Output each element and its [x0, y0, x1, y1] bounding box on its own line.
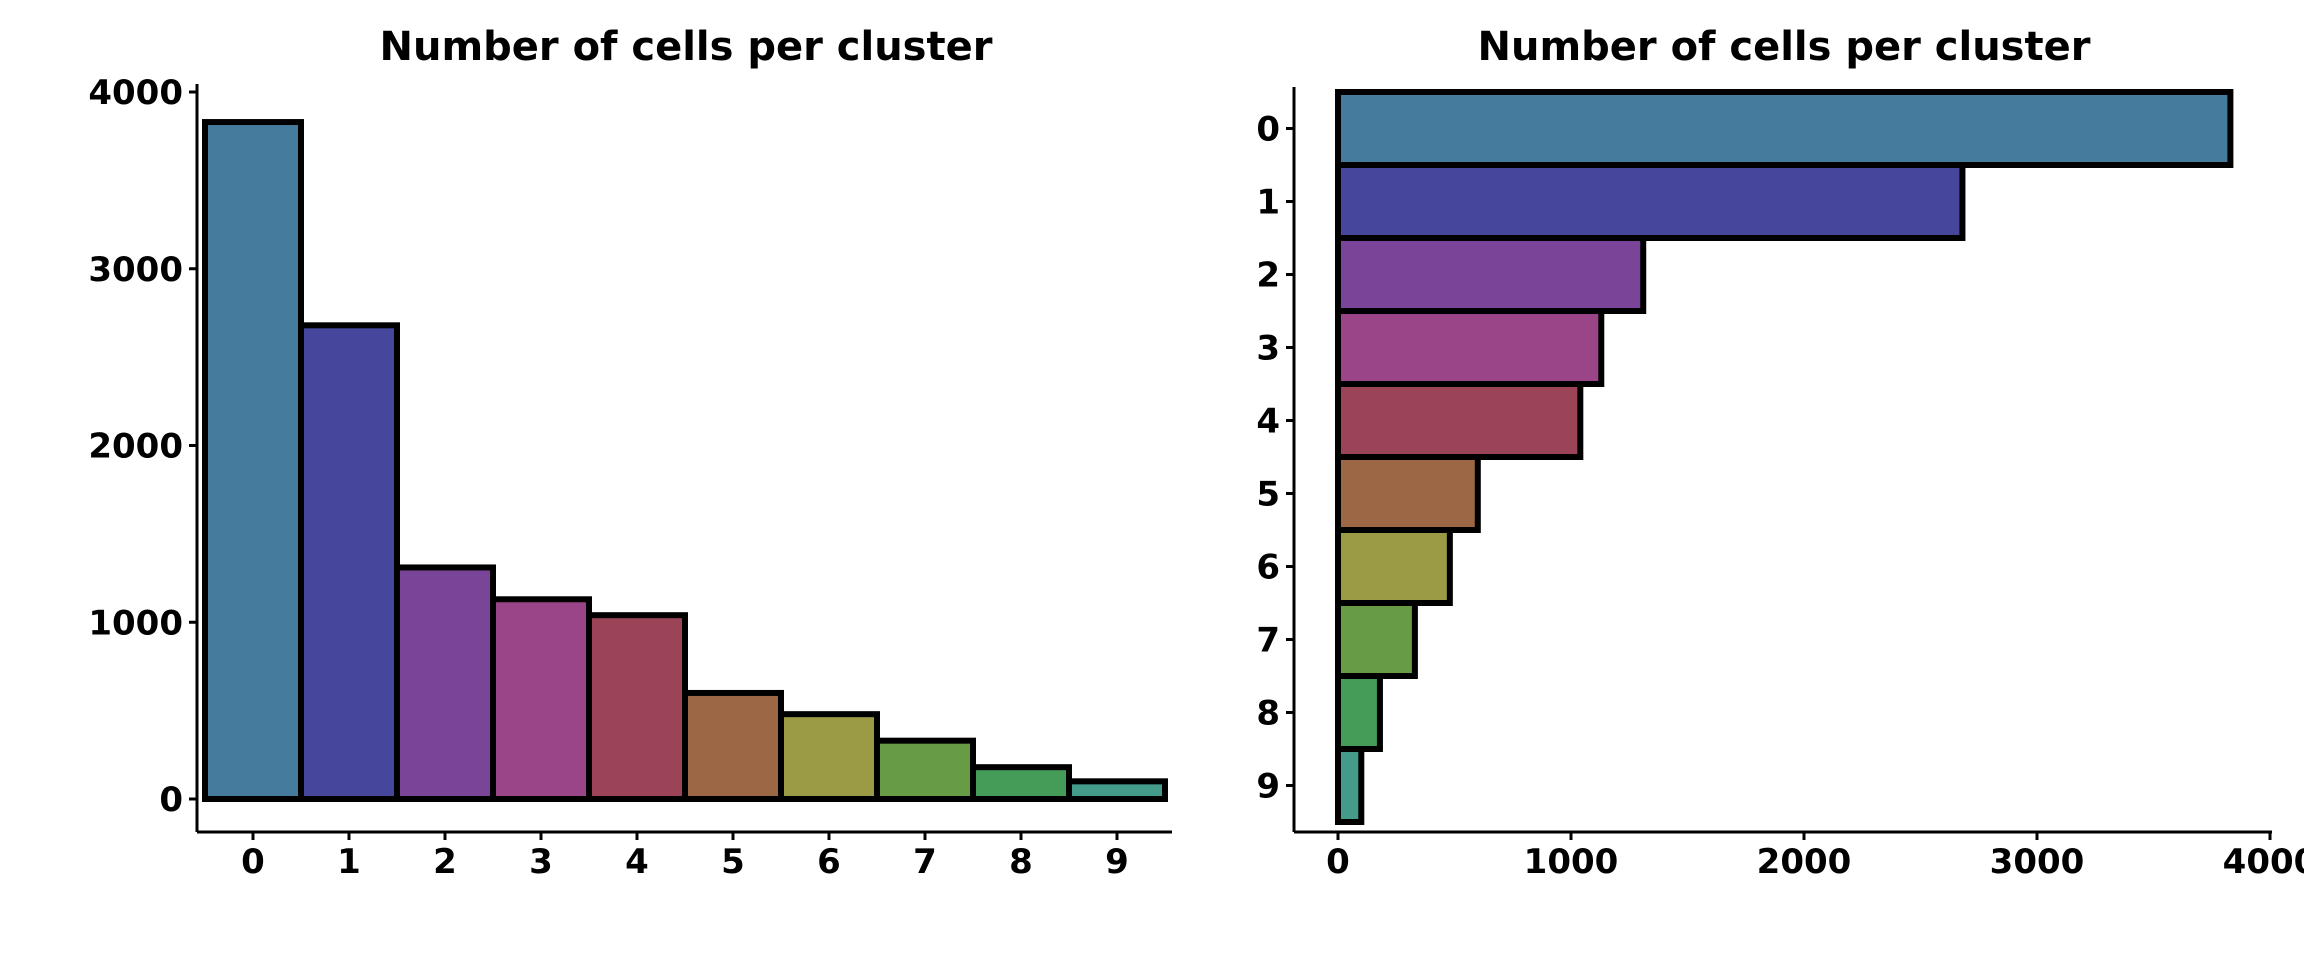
y-tick-label: 8 — [1256, 694, 1280, 734]
bar-cluster-1 — [1335, 162, 1966, 241]
x-tick-label: 9 — [1105, 842, 1129, 882]
y-tick-label: 2000 — [88, 427, 183, 467]
x-tick-labels: 0 1 2 3 4 5 6 7 8 9 — [241, 832, 1129, 882]
x-tick-label: 1 — [337, 842, 361, 882]
x-tick-label: 7 — [913, 842, 937, 882]
x-tick-labels: 0 1000 2000 3000 4000 — [1326, 832, 2304, 882]
x-tick-label: 6 — [817, 842, 841, 882]
bar-group — [1335, 89, 2234, 825]
bar-cluster-7 — [1335, 600, 1418, 679]
y-tick-label: 7 — [1256, 621, 1280, 661]
y-tick-label: 3 — [1256, 329, 1280, 369]
y-tick-label: 2 — [1256, 256, 1280, 296]
bar-cluster-9 — [1066, 778, 1168, 803]
x-tick-label: 2000 — [1757, 842, 1852, 882]
y-tick-label: 4 — [1256, 402, 1280, 442]
y-tick-labels: 0 1 2 3 4 5 6 7 8 9 — [1256, 110, 1294, 807]
x-tick-label: 4 — [625, 842, 649, 882]
y-tick-label: 4000 — [88, 73, 183, 113]
x-tick-label: 8 — [1009, 842, 1033, 882]
bar-cluster-8 — [970, 764, 1072, 802]
x-tick-label: 1000 — [1524, 842, 1619, 882]
bar-cluster-2 — [1335, 235, 1647, 314]
y-tick-label: 9 — [1256, 767, 1280, 807]
bar-cluster-4 — [1335, 381, 1584, 460]
bar-cluster-0 — [202, 119, 304, 803]
chart-title: Number of cells per cluster — [380, 24, 993, 70]
x-tick-label: 0 — [241, 842, 265, 882]
bar-cluster-5 — [682, 689, 784, 803]
bar-cluster-4 — [586, 612, 688, 802]
cluster-bar-chart-horizontal: Number of cells per cluster 0 1000 2000 300… — [1256, 24, 2304, 882]
bar-cluster-6 — [778, 711, 880, 802]
bar-cluster-7 — [874, 737, 976, 802]
x-tick-label: 3 — [529, 842, 553, 882]
bar-cluster-6 — [1335, 527, 1453, 606]
y-tick-labels: 0 1000 2000 3000 4000 — [88, 73, 197, 820]
x-tick-label: 4000 — [2223, 842, 2304, 882]
x-tick-label: 2 — [433, 842, 457, 882]
y-tick-label: 6 — [1256, 548, 1280, 588]
bar-cluster-0 — [1335, 89, 2234, 168]
y-tick-label: 0 — [1256, 110, 1280, 150]
bar-cluster-1 — [298, 322, 400, 802]
bar-group — [202, 119, 1168, 803]
bar-cluster-9 — [1335, 746, 1365, 825]
bar-cluster-5 — [1335, 454, 1481, 533]
cluster-bar-chart-vertical: Number of cells per cluster 0 1 2 3 4 5 6 7 8 9 0… — [88, 24, 1172, 882]
y-tick-label: 0 — [159, 780, 183, 820]
y-tick-label: 1 — [1256, 183, 1280, 223]
bar-cluster-3 — [1335, 308, 1605, 387]
bar-cluster-2 — [394, 564, 496, 803]
y-tick-label: 1000 — [88, 603, 183, 643]
x-tick-label: 5 — [721, 842, 745, 882]
x-tick-label: 0 — [1326, 842, 1350, 882]
y-tick-label: 3000 — [88, 250, 183, 290]
chart-title: Number of cells per cluster — [1478, 24, 2091, 70]
bar-cluster-3 — [490, 596, 592, 803]
bar-cluster-8 — [1335, 673, 1383, 752]
y-tick-label: 5 — [1256, 475, 1280, 515]
x-tick-label: 3000 — [1990, 842, 2085, 882]
